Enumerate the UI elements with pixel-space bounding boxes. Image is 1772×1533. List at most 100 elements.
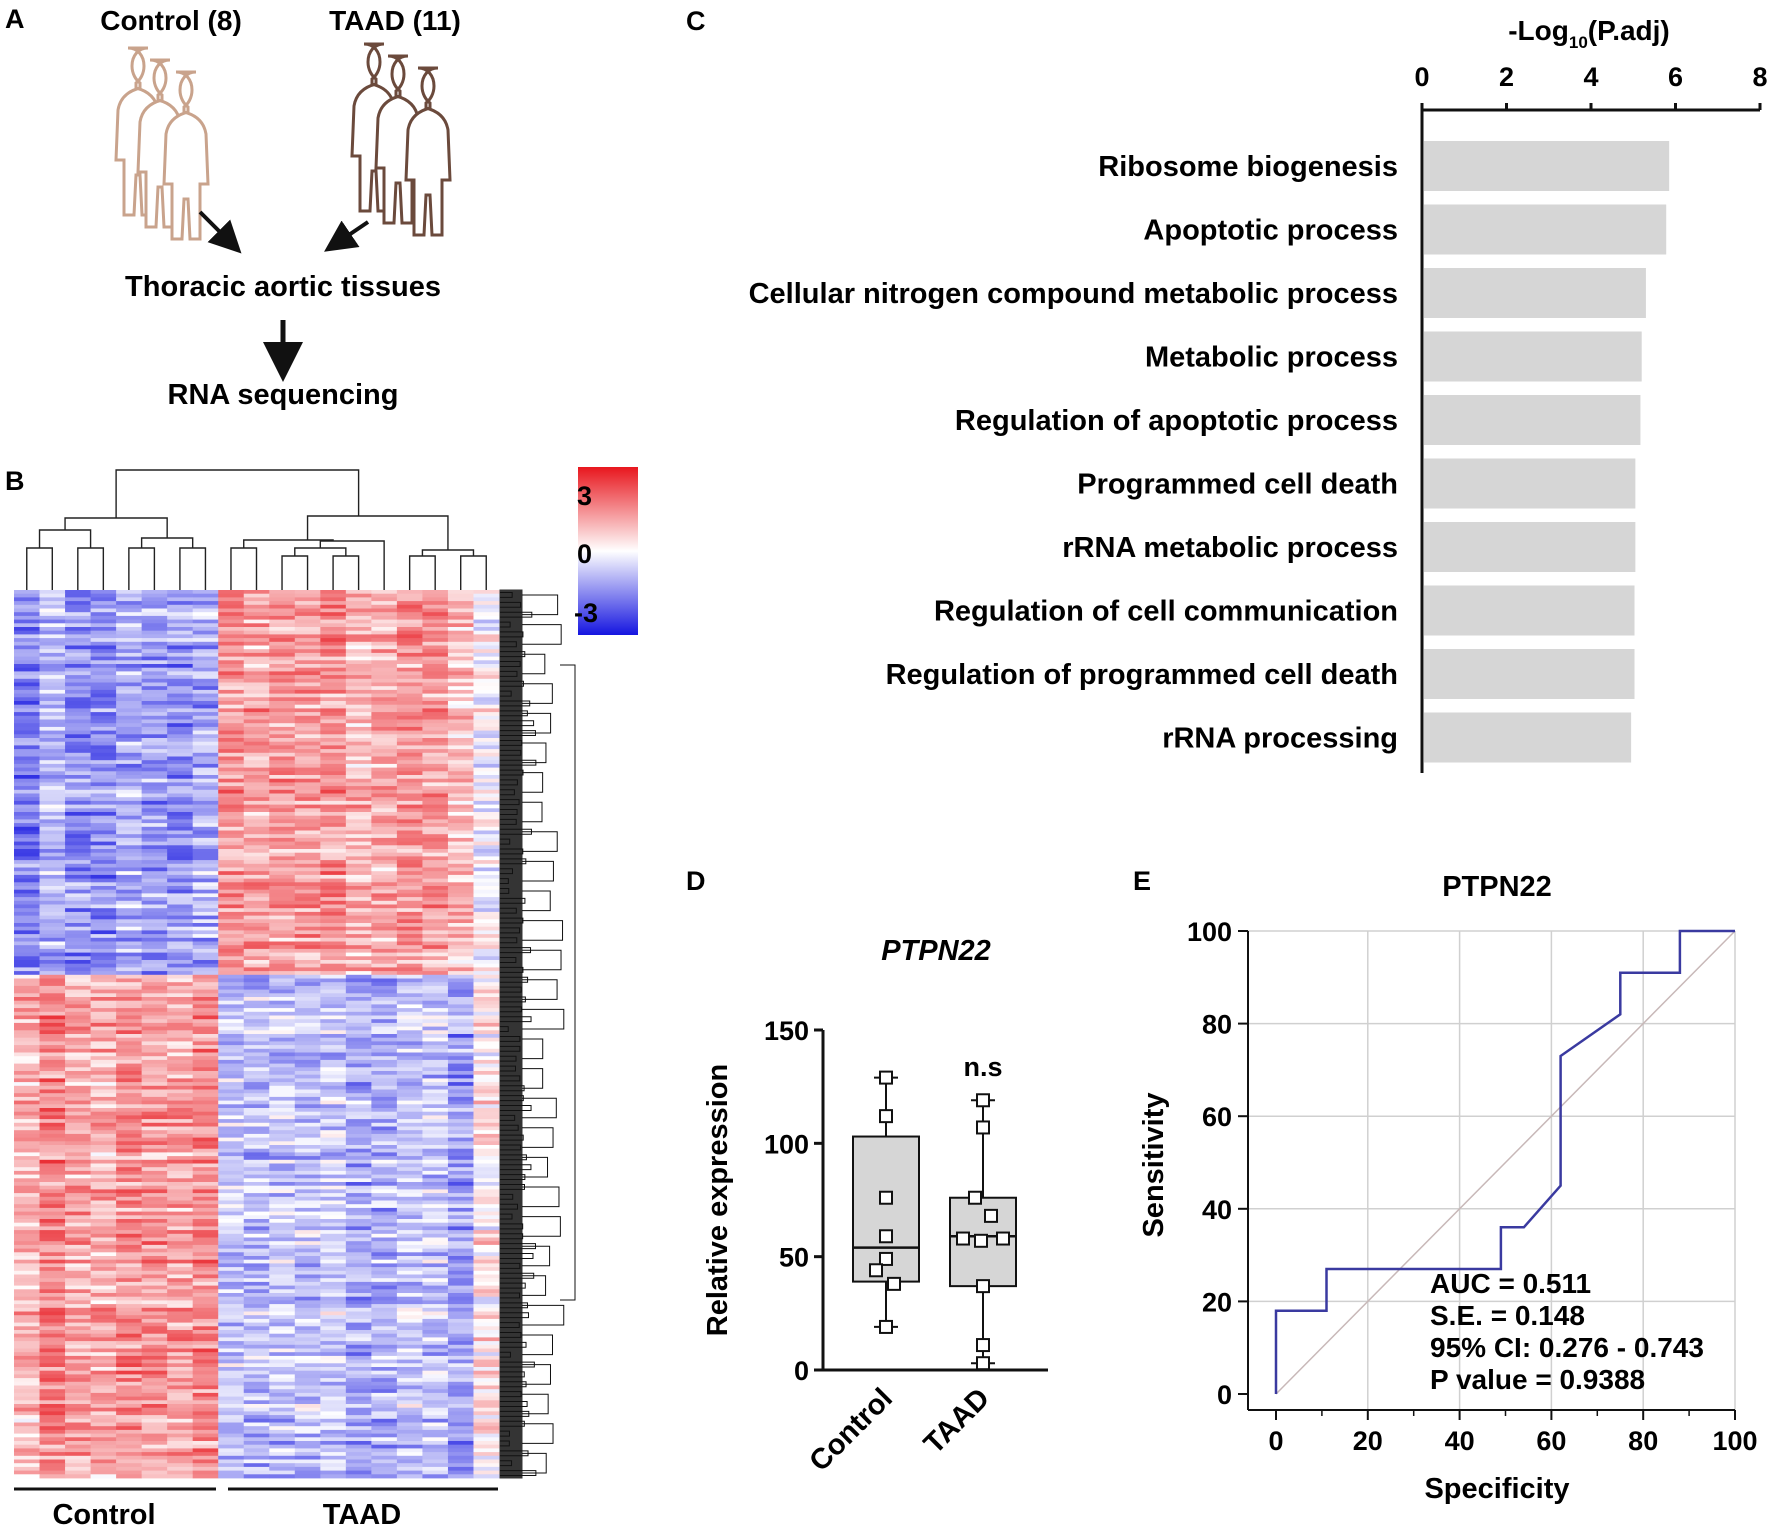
heatmap-cell (269, 1355, 296, 1360)
heatmap-cell (294, 1115, 321, 1120)
heatmap-cell (192, 1348, 219, 1353)
heatmap-cell (141, 860, 168, 865)
heatmap-cell (269, 634, 296, 639)
heatmap-cell (320, 1267, 347, 1272)
heatmap-cell (422, 1067, 449, 1072)
heatmap-cell (141, 834, 168, 839)
heatmap-cell (371, 985, 398, 990)
heatmap-cell (167, 908, 194, 913)
heatmap-cell (396, 760, 423, 765)
heatmap-cell (320, 1285, 347, 1290)
heatmap-cell (473, 1433, 500, 1438)
heatmap-cell (167, 952, 194, 957)
heatmap-cell (422, 937, 449, 942)
dendrogram-branch (522, 1097, 557, 1119)
heatmap-cell (371, 1159, 398, 1164)
heatmap-cell (396, 948, 423, 953)
heatmap-cell (447, 841, 474, 846)
heatmap-cell (396, 1100, 423, 1105)
heatmap-cell (422, 985, 449, 990)
heatmap-cell (39, 997, 66, 1002)
heatmap-cell (65, 1237, 91, 1242)
heatmap-cell (14, 871, 40, 876)
heatmap-cell (422, 1396, 449, 1401)
heatmap-cell (345, 675, 372, 680)
heatmap-cell (141, 886, 168, 891)
heatmap-cell (141, 841, 168, 846)
heatmap-cell (473, 1400, 500, 1405)
heatmap-cell (141, 1233, 168, 1238)
heatmap-cell (192, 704, 219, 709)
heatmap-cell (345, 941, 372, 946)
heatmap-cell (218, 834, 245, 839)
heatmap-cell (345, 1441, 372, 1446)
heatmap-cell (320, 730, 347, 735)
heatmap-cell (116, 878, 143, 883)
heatmap-cell (167, 641, 194, 646)
heatmap-cell (218, 1441, 245, 1446)
heatmap-cell (243, 682, 270, 687)
heatmap-cell (141, 1322, 168, 1327)
heatmap-cell (192, 1052, 219, 1057)
heatmap-cell (396, 1111, 423, 1116)
heatmap-cell (39, 741, 66, 746)
heatmap-cell (371, 1263, 398, 1268)
heatmap-cell (447, 693, 474, 698)
heatmap-cell (422, 852, 449, 857)
heatmap-cell (294, 1015, 321, 1020)
heatmap-cell (141, 1244, 168, 1249)
heatmap-cell (65, 1411, 91, 1416)
heatmap-cell (192, 1078, 219, 1083)
heatmap-cell (14, 767, 40, 772)
heatmap-cell (192, 645, 219, 650)
heatmap-cell (90, 900, 117, 905)
heatmap-cell (320, 915, 347, 920)
heatmap-cell (371, 1078, 398, 1083)
heatmap-cell (141, 1034, 168, 1039)
heatmap-cell (422, 1355, 449, 1360)
heatmap-cell (396, 1270, 423, 1275)
heatmap-cell (294, 797, 321, 802)
heatmap-cell (396, 1385, 423, 1390)
heatmap-cell (65, 952, 91, 957)
heatmap-cell (345, 1418, 372, 1423)
heatmap-cell (218, 612, 245, 617)
heatmap-cell (90, 734, 117, 739)
heatmap-cell (243, 1433, 270, 1438)
heatmap-cell (39, 1378, 66, 1383)
heatmap-cell (39, 926, 66, 931)
heatmap-cell (116, 645, 143, 650)
heatmap-cell (141, 1441, 168, 1446)
heatmap-cell (269, 915, 296, 920)
heatmap-cell (422, 664, 449, 669)
heatmap-cell (473, 867, 500, 872)
heatmap-cell (192, 1041, 219, 1046)
heatmap-cell (243, 775, 270, 780)
heatmap-cell (243, 1237, 270, 1242)
heatmap-cell (294, 1341, 321, 1346)
heatmap-cell (294, 641, 321, 646)
heatmap-cell (167, 860, 194, 865)
heatmap-cell (371, 1259, 398, 1264)
heatmap-cell (39, 667, 66, 672)
heatmap-cell (39, 1381, 66, 1386)
heatmap-cell (320, 1437, 347, 1442)
heatmap-cell (294, 601, 321, 606)
heatmap-cell (447, 1315, 474, 1320)
heatmap-cell (473, 1285, 500, 1290)
heatmap-cell (167, 1178, 194, 1183)
heatmap-cell (371, 911, 398, 916)
heatmap-cell (422, 1437, 449, 1442)
heatmap-cell (14, 1474, 40, 1479)
heatmap-cell (167, 619, 194, 624)
heatmap-cell (218, 1189, 245, 1194)
heatmap-cell (243, 1163, 270, 1168)
heatmap-cell (371, 908, 398, 913)
heatmap-cell (39, 789, 66, 794)
heatmap-cell (218, 1248, 245, 1253)
heatmap-cell (39, 1056, 66, 1061)
heatmap-cell (422, 1167, 449, 1172)
heatmap-cell (141, 911, 168, 916)
heatmap-cell (243, 1011, 270, 1016)
heatmap-cell (39, 771, 66, 776)
